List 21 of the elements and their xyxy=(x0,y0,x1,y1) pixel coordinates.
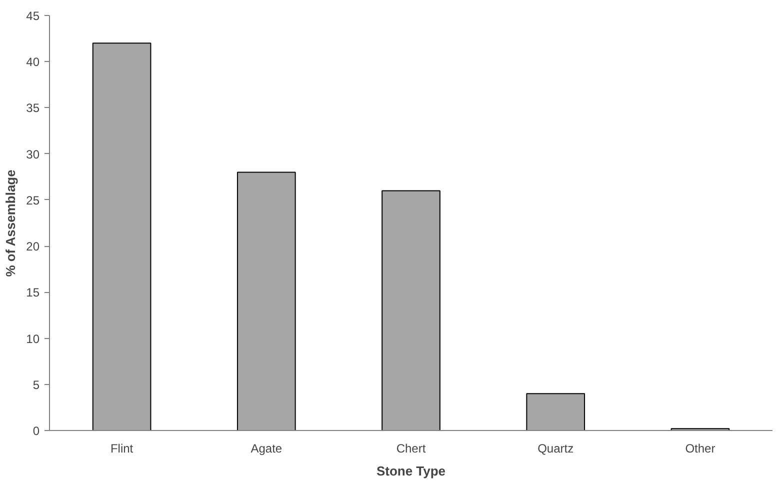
y-tick-label: 45 xyxy=(26,9,40,23)
bar xyxy=(526,393,586,430)
x-tick-label: Quartz xyxy=(538,442,574,456)
y-tick-label: 35 xyxy=(26,101,40,116)
x-tick-label: Flint xyxy=(110,442,134,456)
x-axis-title: Stone Type xyxy=(376,464,446,478)
y-tick-label: 30 xyxy=(26,147,40,162)
bar xyxy=(92,42,152,430)
y-tick-label: 0 xyxy=(32,424,40,438)
bar xyxy=(382,190,440,430)
x-tick-label: Other xyxy=(685,442,716,456)
y-tick-label: 15 xyxy=(26,286,40,300)
y-axis-title: % of Assemblage xyxy=(3,170,18,277)
x-tick-label: Agate xyxy=(250,442,282,456)
bar xyxy=(236,172,296,430)
x-tick-label: Chert xyxy=(396,442,426,456)
y-tick-label: 40 xyxy=(26,55,40,70)
y-tick-label: 10 xyxy=(26,332,40,346)
y-tick-label: 20 xyxy=(26,240,40,254)
y-tick-label: 5 xyxy=(32,378,40,392)
y-tick-label: 25 xyxy=(26,193,40,208)
